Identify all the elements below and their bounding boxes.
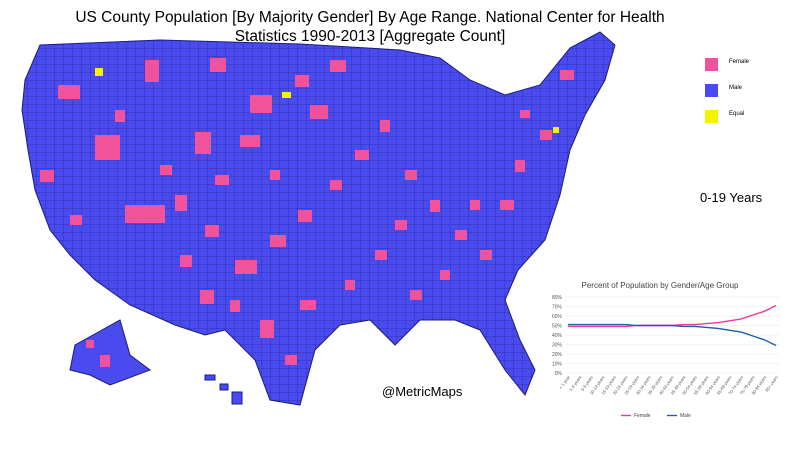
legend-swatch-female [705, 58, 718, 71]
chart-legend-male-label: Male [680, 413, 691, 419]
hawaii [204, 374, 243, 405]
chart-y-tick-label: 40% [552, 333, 563, 339]
chart-y-tick-label: 20% [552, 352, 563, 358]
title-line-2: Statistics 1990-2013 [Aggregate Count] [234, 28, 506, 45]
chart-y-tick-label: 70% [552, 304, 563, 310]
credit-label: @MetricMaps [382, 384, 463, 399]
legend-label-equal: Equal [729, 111, 745, 117]
chart-legend-female-label: Female [634, 413, 651, 419]
chart-series-male-line [568, 323, 777, 347]
alaska [69, 319, 152, 386]
chart-y-tick-label: 50% [552, 323, 563, 329]
chart-y-tick-label: 0% [555, 371, 563, 377]
legend-swatch-male [705, 84, 718, 97]
chart-y-tick-label: 30% [552, 342, 563, 348]
page-title: US County Population [By Majority Gender… [70, 8, 670, 46]
age-range-label: 0-19 Years [700, 190, 763, 205]
legend-swatch-equal [705, 110, 718, 123]
legend-label-female: Female [729, 59, 750, 65]
chart-y-tick-label: 10% [552, 361, 563, 367]
gender-age-line-chart: Percent of Population by Gender/Age Grou… [552, 281, 779, 419]
title-line-1: US County Population [By Majority Gender… [75, 9, 665, 26]
legend-label-male: Male [729, 85, 743, 91]
chart-title: Percent of Population by Gender/Age Grou… [582, 281, 740, 290]
chart-y-tick-label: 60% [552, 314, 563, 320]
chart-y-tick-label: 80% [552, 295, 563, 301]
